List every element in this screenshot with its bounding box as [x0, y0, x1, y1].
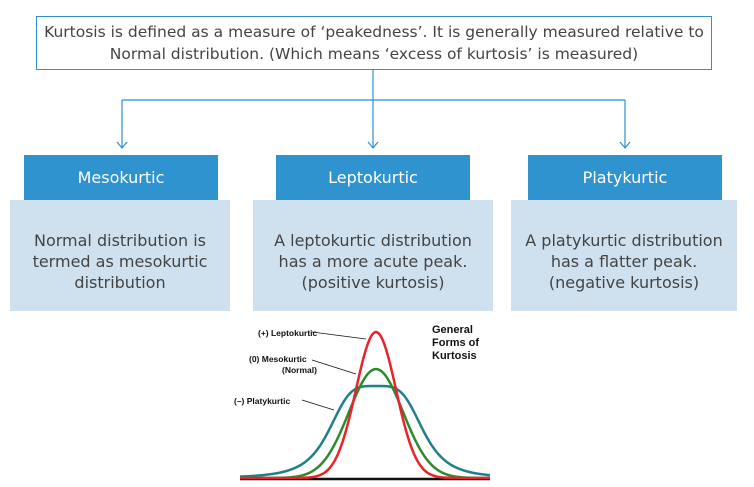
leptokurtic-title: Leptokurtic [328, 168, 418, 187]
mesokurtic-label: (0) Mesokurtic [249, 354, 307, 364]
figure-title-line: Kurtosis [432, 350, 477, 362]
definition-line-2: Normal distribution. (Which means ‘exces… [109, 45, 639, 63]
connector-arrows [116, 70, 631, 149]
platykurtic-curve [239, 384, 491, 478]
mesokurtic-title: Mesokurtic [77, 168, 165, 187]
platykurtic-desc-line: (negative kurtosis) [548, 273, 700, 292]
mesokurtic-panel: Normal distribution is termed as mesokur… [10, 200, 230, 311]
mesokurtic-normal-label: (Normal) [282, 365, 317, 375]
mesokurtic-desc-line: termed as mesokurtic [32, 252, 208, 271]
arrow-head-right [619, 141, 631, 149]
mesokurtic-pointer [311, 359, 357, 375]
platykurtic-header: Platykurtic [528, 155, 722, 200]
leptokurtic-desc-line: (positive kurtosis) [301, 273, 445, 292]
mesokurtic-header: Mesokurtic [24, 155, 218, 200]
leptokurtic-header: Leptokurtic [276, 155, 470, 200]
leptokurtic-panel: A leptokurtic distribution has a more ac… [253, 200, 493, 311]
platykurtic-desc-line: A platykurtic distribution [525, 231, 723, 250]
platykurtic-panel: A platykurtic distribution has a flatter… [511, 200, 737, 311]
leptokurtic-curve [240, 330, 490, 480]
platykurtic-label: (–) Platykurtic [234, 396, 290, 406]
leptokurtic-desc-line: has a more acute peak. [278, 252, 468, 271]
arrow-head-center [367, 141, 379, 149]
arrow-head-left [116, 141, 128, 149]
leptokurtic-pointer [311, 331, 367, 340]
platykurtic-title: Platykurtic [582, 168, 668, 187]
mesokurtic-desc-line: Normal distribution is [33, 231, 207, 250]
definition-line-1: Kurtosis is defined as a measure of ‘pea… [44, 23, 704, 41]
kurtosis-curves-figure: (+) Leptokurtic (0) Mesokurtic (Normal) … [234, 324, 491, 481]
figure-title-line: General [432, 324, 473, 336]
leptokurtic-label: (+) Leptokurtic [258, 328, 318, 338]
platykurtic-desc-line: has a flatter peak. [550, 252, 698, 271]
platykurtic-pointer [301, 399, 335, 411]
definition-box: Kurtosis is defined as a measure of ‘pea… [36, 16, 712, 70]
leptokurtic-desc-line: A leptokurtic distribution [274, 231, 472, 250]
mesokurtic-desc-line: distribution [74, 273, 166, 292]
figure-title-line: Forms of [432, 337, 479, 349]
